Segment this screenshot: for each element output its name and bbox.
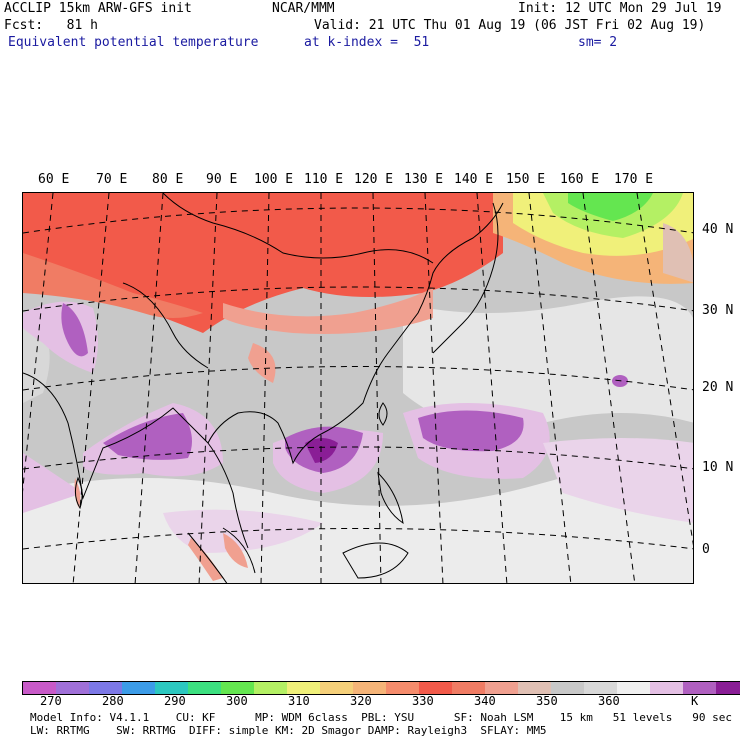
smoothing: sm= 2 xyxy=(578,35,618,50)
colorbar-swatch xyxy=(683,682,716,694)
lon-label: 120 E xyxy=(354,172,394,187)
colorbar-swatch xyxy=(452,682,485,694)
colorbar-swatch xyxy=(188,682,221,694)
lat-label: 10 N xyxy=(702,460,734,475)
colorbar-swatch xyxy=(716,682,740,694)
colorbar-swatch xyxy=(155,682,188,694)
colorbar-tick: 320 xyxy=(350,694,372,708)
colorbar-swatch xyxy=(122,682,155,694)
forecast-hour: Fcst: 81 h xyxy=(4,18,98,33)
valid-time: Valid: 21 UTC Thu 01 Aug 19 (06 JST Fri … xyxy=(314,18,706,33)
colorbar-swatch xyxy=(419,682,452,694)
colorbar-swatch xyxy=(23,682,56,694)
colorbar-swatch xyxy=(584,682,617,694)
map-field xyxy=(23,193,693,583)
map-panel xyxy=(22,192,694,584)
colorbar-swatch xyxy=(89,682,122,694)
lat-label: 40 N xyxy=(702,222,734,237)
colorbar-tick: 290 xyxy=(164,694,186,708)
lon-label: 130 E xyxy=(404,172,444,187)
colorbar-swatch xyxy=(353,682,386,694)
colorbar-swatch xyxy=(551,682,584,694)
colorbar-swatch xyxy=(56,682,89,694)
colorbar-tick: 310 xyxy=(288,694,310,708)
model-title: ACCLIP 15km ARW-GFS init xyxy=(4,1,192,16)
lon-label: 150 E xyxy=(506,172,546,187)
colorbar-tick: 340 xyxy=(474,694,496,708)
colorbar-tick: 360 xyxy=(598,694,620,708)
colorbar-swatch xyxy=(221,682,254,694)
field-name: Equivalent potential temperature xyxy=(8,35,259,50)
colorbar-swatch xyxy=(617,682,650,694)
colorbar-swatch xyxy=(287,682,320,694)
lat-label: 0 xyxy=(702,542,710,557)
colorbar-swatch xyxy=(254,682,287,694)
colorbar-tick: 270 xyxy=(40,694,62,708)
lon-label: 110 E xyxy=(304,172,344,187)
colorbar-swatch xyxy=(518,682,551,694)
colorbar-swatch xyxy=(386,682,419,694)
lat-label: 20 N xyxy=(702,380,734,395)
center-name: NCAR/MMM xyxy=(272,1,335,16)
colorbar-swatch xyxy=(485,682,518,694)
lon-label: 140 E xyxy=(454,172,494,187)
lon-label: 100 E xyxy=(254,172,294,187)
colorbar-swatch xyxy=(650,682,683,694)
colorbar-tick: 300 xyxy=(226,694,248,708)
lon-label: 80 E xyxy=(152,172,184,187)
level-index: at k-index = 51 xyxy=(304,35,430,50)
colorbar-swatch xyxy=(320,682,353,694)
lon-label: 90 E xyxy=(206,172,238,187)
colorbar-tick: 350 xyxy=(536,694,558,708)
colorbar-tick: 330 xyxy=(412,694,434,708)
lat-label: 30 N xyxy=(702,303,734,318)
lon-label: 60 E xyxy=(38,172,70,187)
colorbar-unit: K xyxy=(691,694,699,708)
lon-label: 170 E xyxy=(614,172,654,187)
model-info-line2: LW: RRTMG SW: RRTMG DIFF: simple KM: 2D … xyxy=(30,724,547,737)
colorbar xyxy=(22,681,740,695)
lon-label: 70 E xyxy=(96,172,128,187)
lon-label: 160 E xyxy=(560,172,600,187)
model-info-line1: Model Info: V4.1.1 CU: KF MP: WDM 6class… xyxy=(30,711,732,724)
colorbar-tick: 280 xyxy=(102,694,124,708)
init-time: Init: 12 UTC Mon 29 Jul 19 xyxy=(518,1,722,16)
